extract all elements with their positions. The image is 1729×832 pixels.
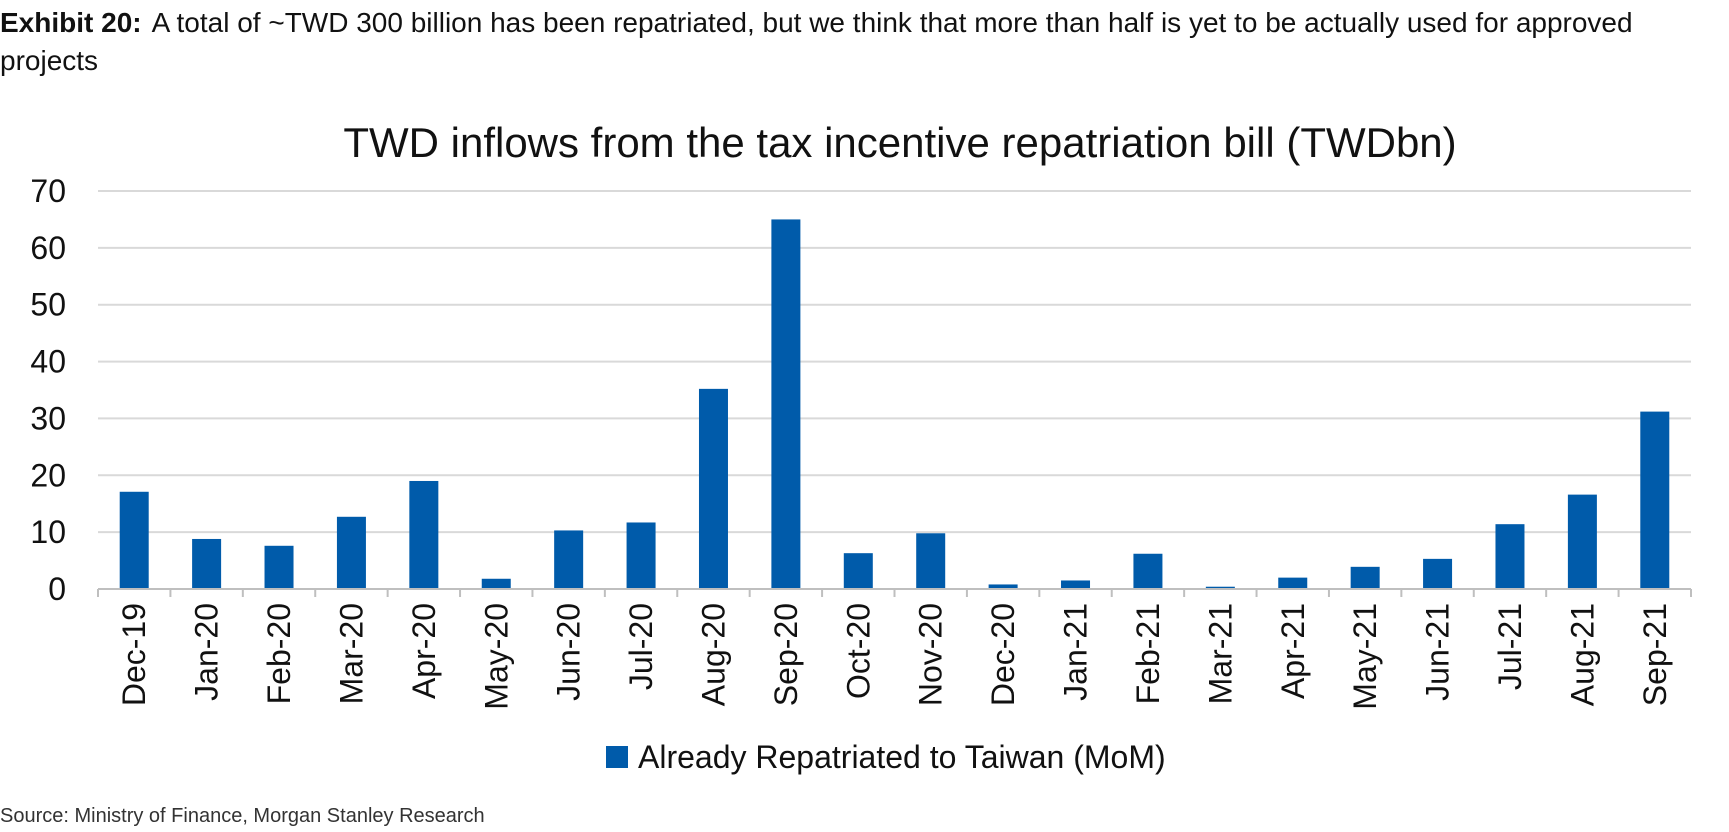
bar xyxy=(626,522,656,589)
bar xyxy=(192,538,222,589)
y-tick-label: 40 xyxy=(30,344,66,380)
x-axis-ticks: Dec-19 Jan-20 Feb-20 Mar-20 Apr-20 May-20 Jun-… xyxy=(116,603,1673,710)
x-tick-label: Mar-21 xyxy=(1202,603,1238,704)
bar xyxy=(1640,411,1670,589)
x-tick-label: Aug-21 xyxy=(1564,603,1600,706)
bar xyxy=(1061,580,1091,589)
bars xyxy=(119,219,1670,589)
bar xyxy=(264,545,294,589)
x-tick-label: Apr-20 xyxy=(406,603,442,699)
bar xyxy=(771,219,801,589)
bar xyxy=(1495,524,1525,589)
y-tick-label: 10 xyxy=(30,514,66,550)
x-tick-label: Jul-20 xyxy=(623,603,659,690)
x-tick-label: Aug-20 xyxy=(695,603,731,706)
bar xyxy=(1133,553,1163,589)
exhibit-header: Exhibit 20: A total of ~TWD 300 billion h… xyxy=(0,4,1725,80)
bar xyxy=(1350,566,1380,589)
bar xyxy=(1567,494,1597,589)
x-tick-label: May-20 xyxy=(478,603,514,710)
bar xyxy=(554,530,584,589)
x-tick-label: Jul-21 xyxy=(1492,603,1528,690)
bar xyxy=(1205,586,1235,589)
x-tick-label: Mar-20 xyxy=(333,603,369,704)
bar xyxy=(843,553,873,589)
legend-label: Already Repatriated to Taiwan (MoM) xyxy=(638,739,1166,775)
x-tick-label: Sep-21 xyxy=(1637,603,1673,706)
x-tick-label: Jan-20 xyxy=(189,603,225,701)
x-tick-label: May-21 xyxy=(1347,603,1383,710)
bar xyxy=(988,584,1018,589)
y-tick-label: 60 xyxy=(30,230,66,266)
y-tick-label: 20 xyxy=(30,457,66,493)
y-tick-label: 70 xyxy=(30,173,66,209)
bar xyxy=(1278,577,1308,589)
x-tick-label: Feb-20 xyxy=(261,603,297,704)
y-axis-ticks: 0 10 20 30 40 50 60 70 xyxy=(30,173,66,607)
x-tick-label: Sep-20 xyxy=(768,603,804,706)
x-tick-label: Nov-20 xyxy=(913,603,949,706)
gridlines xyxy=(98,190,1691,534)
bar xyxy=(119,491,149,589)
bar xyxy=(409,480,439,589)
y-tick-label: 30 xyxy=(30,400,66,436)
x-tick-label: Oct-20 xyxy=(840,603,876,699)
legend: Already Repatriated to Taiwan (MoM) xyxy=(606,739,1166,775)
x-tick-label: Apr-21 xyxy=(1275,603,1311,699)
exhibit-label: Exhibit 20: xyxy=(0,7,142,38)
exhibit-caption: A total of ~TWD 300 billion has been rep… xyxy=(0,7,1633,76)
x-tick-label: Jan-21 xyxy=(1058,603,1094,701)
x-tick-label: Dec-20 xyxy=(985,603,1021,706)
x-tick-label: Feb-21 xyxy=(1130,603,1166,704)
x-tick-label: Jun-20 xyxy=(551,603,587,701)
x-axis xyxy=(97,588,1692,597)
source-note: Source: Ministry of Finance, Morgan Stan… xyxy=(0,805,485,827)
y-tick-label: 50 xyxy=(30,287,66,323)
legend-swatch xyxy=(606,746,628,768)
y-tick-label: 0 xyxy=(48,571,66,607)
x-tick-label: Jun-21 xyxy=(1420,603,1456,701)
bar xyxy=(1423,558,1453,589)
bar xyxy=(481,578,511,589)
bar xyxy=(916,533,946,589)
bar xyxy=(698,388,728,589)
bar xyxy=(336,516,366,589)
bar-chart: TWD inflows from the tax incentive repat… xyxy=(30,120,1692,775)
chart-title: TWD inflows from the tax incentive repat… xyxy=(343,120,1456,166)
x-tick-label: Dec-19 xyxy=(116,603,152,706)
